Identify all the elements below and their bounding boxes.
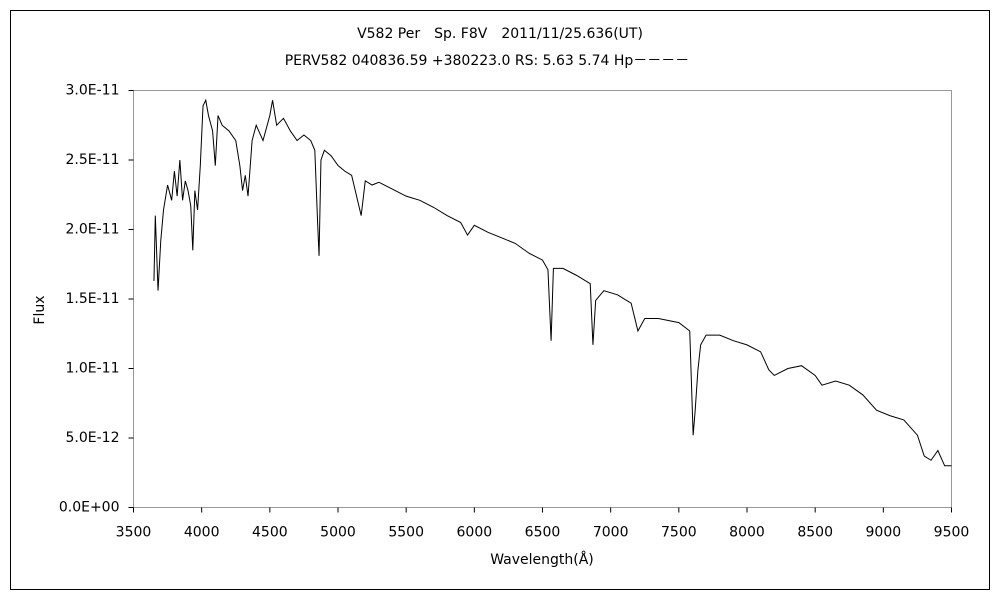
x-tick-label: 6000: [457, 525, 493, 541]
x-axis-label: Wavelength(Å): [490, 551, 594, 568]
x-tick-label: 8500: [797, 525, 833, 541]
x-tick-label: 6500: [525, 525, 561, 541]
x-tick-label: 4000: [184, 525, 220, 541]
x-tick-label: 5000: [320, 525, 356, 541]
y-tick-label: 2.0E-11: [66, 222, 120, 238]
y-tick-label: 3.0E-11: [66, 83, 120, 99]
y-tick-label: 0.0E+00: [59, 500, 120, 516]
x-tick-label: 4500: [252, 525, 288, 541]
y-tick-label: 1.5E-11: [66, 291, 120, 307]
y-tick-label: 1.0E-11: [66, 361, 120, 377]
y-tick-label: 5.0E-12: [66, 430, 120, 446]
chart-subtitle: PERV582 040836.59 +380223.0 RS: 5.63 5.7…: [285, 53, 690, 69]
x-tick-label: 8000: [729, 525, 765, 541]
x-tick-label: 7000: [593, 525, 629, 541]
x-tick-label: 3500: [116, 525, 152, 541]
x-tick-label: 9000: [866, 525, 902, 541]
y-tick-label: 2.5E-11: [66, 152, 120, 168]
x-tick-label: 9500: [934, 525, 970, 541]
spectrum-line: [153, 98, 952, 467]
chart-title: V582 Per Sp. F8V 2011/11/25.636(UT): [357, 26, 643, 42]
x-tick-label: 7500: [661, 525, 697, 541]
x-tick-label: 5500: [388, 525, 424, 541]
frame: [10, 10, 990, 590]
y-axis-label: Flux: [32, 295, 48, 324]
